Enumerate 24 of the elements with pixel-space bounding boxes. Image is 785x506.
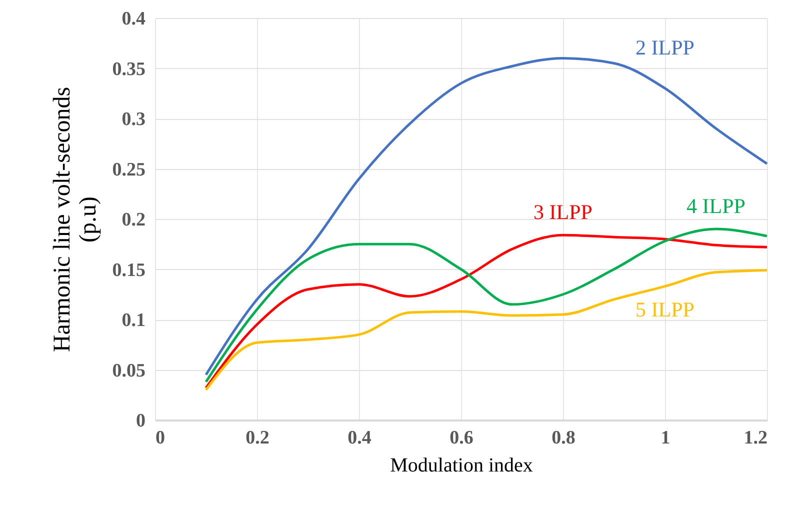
series-label: 4 ILPP xyxy=(686,194,746,218)
y-tick-label: 0.35 xyxy=(112,58,146,80)
x-tick-label: 0.8 xyxy=(552,428,576,448)
x-tick-label: 0.6 xyxy=(450,428,474,448)
x-tick-label: 0.4 xyxy=(348,428,372,448)
y-axis-title: Harmonic line volt-seconds (p.u) xyxy=(49,86,102,352)
x-tick-label: 0.2 xyxy=(246,428,270,448)
y-tick-label: 0.3 xyxy=(122,109,146,130)
y-tick-label: 0.1 xyxy=(122,310,146,331)
y-tick-label: 0.05 xyxy=(112,360,146,382)
x-tick-label: 0 xyxy=(156,428,165,448)
y-tick-label: 0.25 xyxy=(112,159,146,180)
series-label: 2 ILPP xyxy=(636,35,694,60)
x-axis-title: Modulation index xyxy=(390,454,533,476)
x-tick-label: 1.2 xyxy=(744,428,768,448)
y-tick-label: 0.15 xyxy=(112,260,146,281)
line-series xyxy=(204,56,768,376)
y-tick-label: 0.4 xyxy=(122,8,146,30)
line-series xyxy=(204,269,768,392)
y-tick-label: 0 xyxy=(136,410,146,432)
series-label: 3 ILPP xyxy=(534,200,592,224)
x-tick-label: 1 xyxy=(660,428,670,448)
y-tick-label: 0.2 xyxy=(122,210,146,230)
series-label: 5 ILPP xyxy=(636,297,694,322)
